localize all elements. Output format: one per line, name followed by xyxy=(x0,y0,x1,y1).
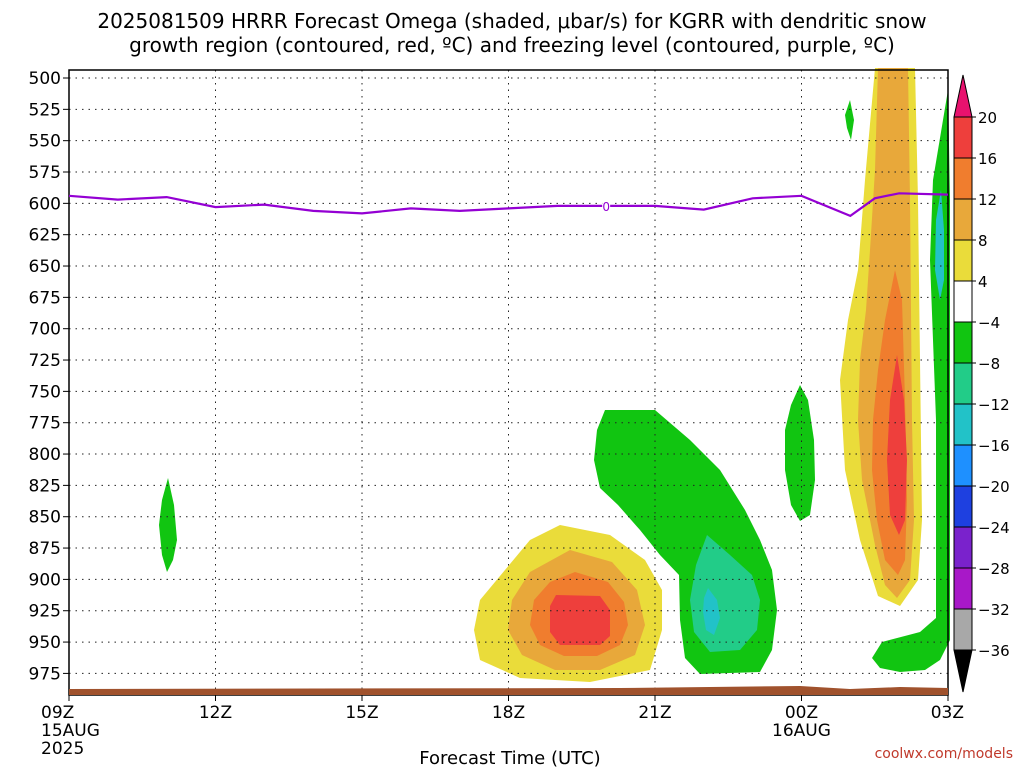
colorbar-label: −32 xyxy=(978,601,1010,619)
colorbar-bottom-arrow xyxy=(953,649,973,693)
x-tick-label: 00Z xyxy=(785,703,818,723)
colorbar-segment xyxy=(953,157,973,200)
freezing-level-line xyxy=(68,192,949,218)
y-tick-label: 800 xyxy=(29,445,61,465)
y-tick-label: 550 xyxy=(29,132,61,152)
x-tick-label: 12Z xyxy=(199,703,232,723)
colorbar-label: −36 xyxy=(978,642,1010,660)
y-tick-label: 775 xyxy=(29,414,61,434)
colorbar-label: −24 xyxy=(978,519,1010,537)
x-tick-year: 2025 xyxy=(41,739,84,759)
y-tick-label: 575 xyxy=(29,163,61,183)
y-tick-label: 900 xyxy=(29,570,61,590)
y-tick-label: 675 xyxy=(29,288,61,308)
colorbar-segment xyxy=(953,198,973,241)
colorbar-label: −8 xyxy=(978,355,1000,373)
x-axis-label: Forecast Time (UTC) xyxy=(419,748,600,768)
colorbar-label: 20 xyxy=(978,109,997,127)
freezing-level-label-bg xyxy=(602,198,611,212)
colorbar-label: −28 xyxy=(978,560,1010,578)
omega-teal-right-edge xyxy=(935,190,944,300)
chart-title-line2: growth region (contoured, red, ºC) and f… xyxy=(129,33,895,57)
omega-shading xyxy=(159,68,950,682)
colorbar-label: 12 xyxy=(978,191,997,209)
y-tick-label: 700 xyxy=(29,320,61,340)
colorbar-segment xyxy=(953,321,973,364)
omega-green-small xyxy=(845,100,854,140)
colorbar-label: 16 xyxy=(978,150,997,168)
chart-grid xyxy=(69,70,948,695)
colorbar-segment xyxy=(953,403,973,446)
y-tick-label: 950 xyxy=(29,633,61,653)
colorbar-label: −16 xyxy=(978,437,1010,455)
omega-green-left xyxy=(159,478,177,572)
y-tick-label: 725 xyxy=(29,351,61,371)
colorbar-segment xyxy=(953,608,973,651)
x-tick-label: 03Z xyxy=(931,703,964,723)
colorbar-segment xyxy=(953,444,973,487)
colorbar-segment xyxy=(953,485,973,528)
omega-positive-red xyxy=(887,355,907,535)
colorbar-segment xyxy=(953,567,973,610)
y-tick-label: 625 xyxy=(29,226,61,246)
colorbar-segment xyxy=(953,239,973,282)
y-axis: 500 525 550 575 600 625 650 675 700 725 750 775 800 8… xyxy=(29,69,69,684)
y-tick-label: 500 xyxy=(29,69,61,89)
colorbar-segment xyxy=(953,526,973,569)
x-tick-date: 15AUG xyxy=(41,721,100,741)
y-tick-label: 825 xyxy=(29,476,61,496)
colorbar-label: −4 xyxy=(978,314,1000,332)
omega-cyan xyxy=(703,588,720,635)
y-tick-label: 925 xyxy=(29,602,61,622)
colorbar-segment xyxy=(953,362,973,405)
y-tick-label: 650 xyxy=(29,257,61,277)
colorbar: 20 16 12 8 4 −4 −8 −12 −16 −20 −24 −28 −32 −36 xyxy=(953,74,1010,693)
y-tick-label: 750 xyxy=(29,382,61,402)
omega-positive-lower-red xyxy=(550,595,610,645)
x-tick-label: 15Z xyxy=(345,703,378,723)
y-tick-label: 850 xyxy=(29,508,61,528)
omega-green-right-edge xyxy=(872,90,950,672)
ground-surface xyxy=(69,686,948,695)
freezing-level-contour: 0 xyxy=(68,192,949,218)
x-tick-date: 16AUG xyxy=(772,721,831,741)
y-tick-label: 525 xyxy=(29,100,61,120)
y-tick-label: 875 xyxy=(29,539,61,559)
colorbar-label: 8 xyxy=(978,232,988,250)
colorbar-segment xyxy=(953,116,973,159)
x-tick-label: 09Z xyxy=(41,703,74,723)
y-tick-label: 975 xyxy=(29,664,61,684)
x-tick-label: 21Z xyxy=(638,703,671,723)
freezing-level-label: 0 xyxy=(602,200,610,214)
colorbar-segment xyxy=(953,280,973,323)
colorbar-top-arrow xyxy=(953,74,973,118)
y-tick-label: 600 xyxy=(29,194,61,214)
omega-green-middle xyxy=(785,385,815,521)
colorbar-label: −20 xyxy=(978,478,1010,496)
colorbar-label: −12 xyxy=(978,396,1010,414)
chart-title-line1: 2025081509 HRRR Forecast Omega (shaded, … xyxy=(97,9,926,33)
colorbar-label: 4 xyxy=(978,273,988,291)
x-tick-label: 18Z xyxy=(492,703,525,723)
site-credit: coolwx.com/models xyxy=(875,746,1013,762)
